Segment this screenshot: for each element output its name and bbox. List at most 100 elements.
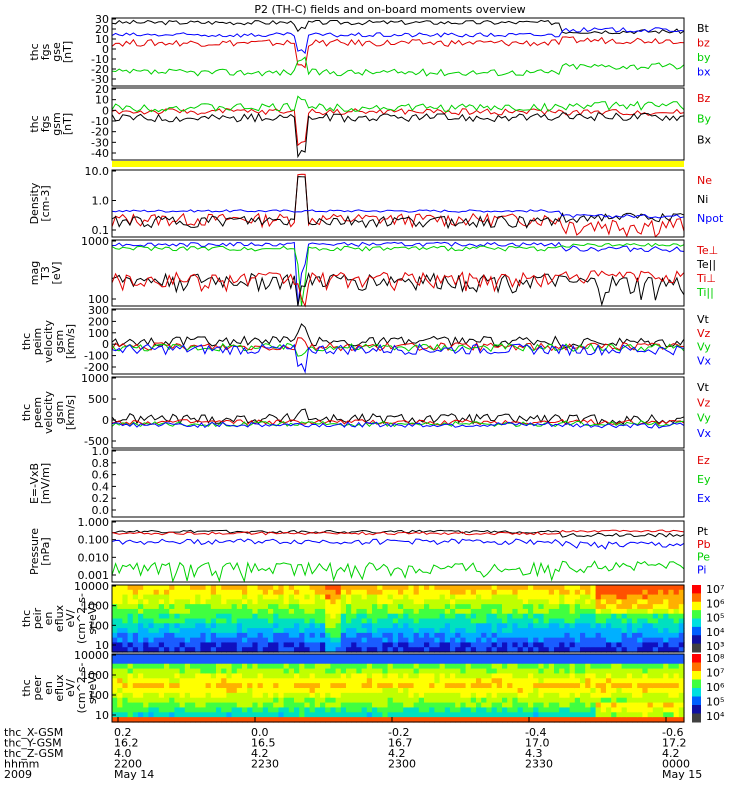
heatmap-cell bbox=[413, 599, 420, 605]
legend-entry: bx bbox=[697, 66, 711, 79]
heatmap-cell bbox=[600, 589, 607, 596]
heatmap-cell bbox=[330, 613, 337, 620]
heatmap-cell bbox=[439, 637, 446, 644]
heatmap-cell bbox=[496, 654, 503, 660]
heatmap-cell bbox=[117, 613, 123, 620]
heatmap-cell bbox=[112, 688, 118, 694]
heatmap-cell bbox=[210, 692, 217, 699]
heatmap-cell bbox=[678, 697, 685, 704]
heatmap-cell bbox=[268, 604, 274, 610]
heatmap-cell bbox=[112, 663, 118, 670]
heatmap-cell bbox=[148, 589, 155, 596]
heatmap-cell bbox=[340, 673, 347, 679]
heatmap-cell bbox=[330, 585, 337, 591]
heatmap-cell bbox=[309, 702, 316, 709]
colorbar-segment bbox=[692, 618, 701, 628]
heatmap-cell bbox=[450, 658, 456, 665]
heatmap-cell bbox=[387, 663, 394, 670]
heatmap-cell bbox=[658, 599, 664, 605]
heatmap-cell bbox=[169, 702, 175, 709]
heatmap-cell bbox=[626, 585, 633, 591]
heatmap-cell bbox=[190, 663, 196, 670]
y-tick-label: -500 bbox=[84, 435, 109, 448]
heatmap-cell bbox=[117, 599, 123, 605]
heatmap-cell bbox=[216, 697, 222, 704]
heatmap-cell bbox=[273, 692, 279, 699]
heatmap-cell bbox=[408, 692, 415, 699]
heatmap-cell bbox=[351, 678, 357, 684]
heatmap-cell bbox=[361, 697, 368, 704]
heatmap-cell bbox=[361, 673, 368, 679]
heatmap-cell bbox=[356, 717, 363, 723]
heatmap-cell bbox=[252, 604, 259, 610]
heatmap-cell bbox=[314, 599, 321, 605]
heatmap-cell bbox=[642, 683, 649, 689]
heatmap-cell bbox=[491, 594, 498, 600]
heatmap-cell bbox=[548, 642, 555, 648]
heatmap-cell bbox=[179, 623, 186, 629]
heatmap-cell bbox=[294, 585, 300, 591]
heatmap-cell bbox=[200, 712, 207, 718]
heatmap-cell bbox=[616, 654, 623, 660]
heatmap-cell bbox=[382, 668, 389, 675]
heatmap-cell bbox=[465, 637, 472, 644]
heatmap-cell bbox=[335, 589, 342, 596]
heatmap-cell bbox=[418, 608, 425, 615]
heatmap-cell bbox=[179, 673, 186, 679]
heatmap-cell bbox=[673, 673, 680, 679]
heatmap-cell bbox=[288, 613, 295, 620]
heatmap-cell bbox=[502, 688, 508, 694]
heatmap-cell bbox=[626, 717, 633, 723]
heatmap-cell bbox=[283, 717, 290, 723]
heatmap-cell bbox=[226, 692, 233, 699]
heatmap-cell bbox=[366, 697, 373, 704]
heatmap-cell bbox=[257, 668, 264, 675]
heatmap-cell bbox=[476, 658, 482, 665]
y-tick-label: 1000 bbox=[81, 235, 109, 248]
heatmap-cell bbox=[455, 654, 461, 660]
heatmap-cell bbox=[398, 594, 404, 600]
heatmap-cell bbox=[221, 712, 227, 718]
heatmap-cell bbox=[195, 702, 201, 709]
heatmap-cell bbox=[330, 688, 337, 694]
heatmap-cell bbox=[190, 623, 196, 629]
heatmap-cell bbox=[372, 663, 378, 670]
heatmap-cell bbox=[574, 632, 581, 639]
heatmap-cell bbox=[190, 632, 196, 639]
heatmap-cell bbox=[673, 628, 680, 634]
heatmap-cell bbox=[496, 642, 503, 648]
heatmap-cell bbox=[117, 683, 123, 689]
heatmap-cell bbox=[637, 692, 643, 699]
heatmap-cell bbox=[668, 663, 675, 670]
heatmap-cell bbox=[138, 608, 144, 615]
heatmap-cell bbox=[517, 678, 524, 684]
heatmap-cell bbox=[361, 658, 368, 665]
heatmap-cell bbox=[179, 613, 186, 620]
heatmap-cell bbox=[626, 658, 633, 665]
heatmap-cell bbox=[626, 628, 633, 634]
heatmap-cell bbox=[642, 618, 649, 624]
heatmap-cell bbox=[132, 663, 139, 670]
heatmap-cell bbox=[366, 688, 373, 694]
heatmap-cell bbox=[548, 632, 555, 639]
heatmap-cell bbox=[632, 702, 638, 709]
heatmap-cell bbox=[361, 623, 368, 629]
heatmap-cell bbox=[122, 707, 129, 713]
heatmap-cell bbox=[621, 668, 628, 675]
heatmap-cell bbox=[460, 604, 467, 610]
heatmap-cell bbox=[356, 599, 363, 605]
heatmap-cell bbox=[528, 663, 534, 670]
heatmap-cell bbox=[148, 688, 155, 694]
heatmap-cell bbox=[533, 618, 539, 624]
heatmap-cell bbox=[626, 663, 633, 670]
heatmap-cell bbox=[455, 637, 461, 644]
heatmap-cell bbox=[377, 594, 383, 600]
heatmap-cell bbox=[673, 647, 680, 653]
heatmap-cell bbox=[408, 604, 415, 610]
heatmap-cell bbox=[533, 663, 539, 670]
heatmap-cell bbox=[138, 604, 144, 610]
heatmap-cell bbox=[585, 707, 591, 713]
heatmap-cell bbox=[320, 658, 326, 665]
heatmap-cell bbox=[320, 628, 326, 634]
heatmap-cell bbox=[491, 628, 498, 634]
